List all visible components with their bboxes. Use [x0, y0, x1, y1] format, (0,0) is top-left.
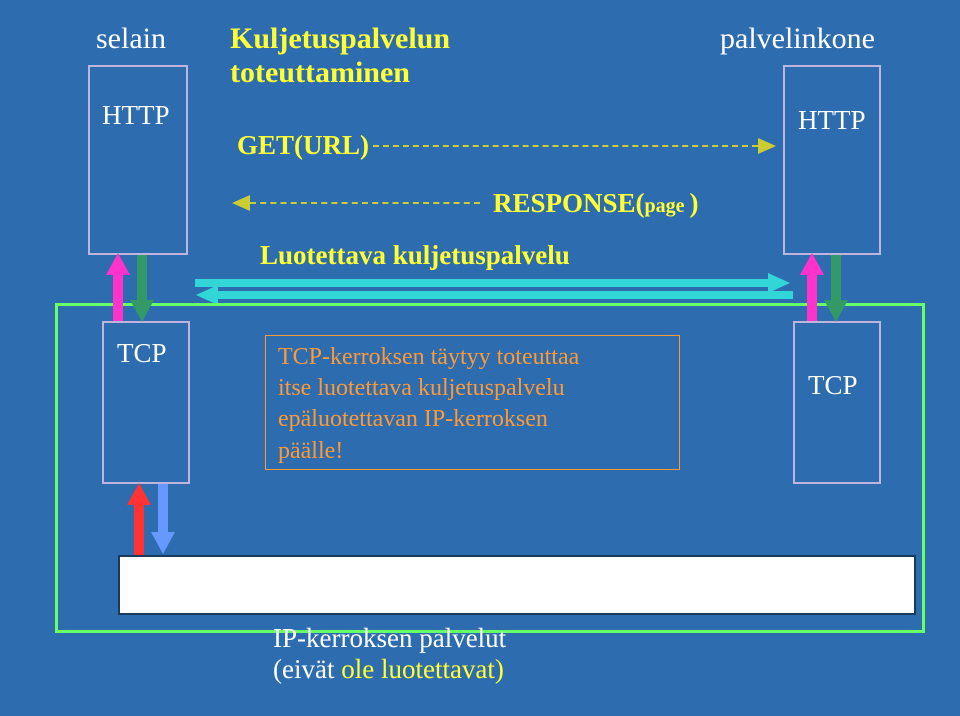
- annot-l1: TCP-kerroksen täytyy toteuttaa: [278, 342, 579, 373]
- fuchsia-up-head-2: [800, 253, 824, 275]
- response-label: RESPONSE(page ): [493, 188, 699, 219]
- response-sub: page: [645, 195, 690, 217]
- tcp-right-text: TCP: [808, 370, 858, 401]
- red-up-shaft: [134, 503, 144, 555]
- response-arrow-line: [250, 202, 480, 204]
- ip-l2: (eivät ole luotettavat): [273, 654, 506, 685]
- luot-arrow-2-head: [196, 285, 218, 305]
- palvelinkone-label: palvelinkone: [720, 22, 875, 56]
- green-down-head-2: [824, 300, 848, 322]
- luotettava-label: Luotettava kuljetuspalvelu: [260, 240, 570, 271]
- http-left-text: HTTP: [102, 100, 170, 131]
- annot-l2: itse luotettava kuljetuspalvelu: [278, 373, 579, 404]
- title-label: Kuljetuspalvelun toteuttaminen: [230, 22, 450, 90]
- response-arrow-head: [232, 195, 250, 211]
- blue-down-shaft: [158, 484, 168, 534]
- response-part1: RESPONSE(: [493, 188, 645, 218]
- luot-arrow-2: [218, 291, 793, 299]
- http-left-box: [88, 65, 188, 255]
- luot-arrow-1-head: [768, 273, 790, 293]
- green-down-shaft-2: [831, 255, 841, 302]
- selain-label: selain: [96, 22, 166, 56]
- luot-arrow-1: [195, 279, 770, 287]
- ip-text: IP-kerroksen palvelut (eivät ole luotett…: [273, 623, 506, 685]
- ip-l2b: ole luotettavat): [341, 654, 504, 684]
- blue-down-head: [151, 532, 175, 554]
- annot-text: TCP-kerroksen täytyy toteuttaa itse luot…: [278, 342, 579, 467]
- get-arrow-line: [373, 145, 758, 147]
- http-right-text: HTTP: [798, 105, 866, 136]
- tcp-right-box: [793, 321, 881, 484]
- fuchsia-up-shaft-2: [807, 273, 817, 321]
- ip-l1: IP-kerroksen palvelut: [273, 623, 506, 654]
- http-right-box: [783, 65, 881, 255]
- fuchsia-up-shaft-1: [113, 273, 123, 321]
- response-close: ): [690, 188, 699, 218]
- get-arrow-head: [758, 138, 776, 154]
- green-down-head-1: [130, 300, 154, 322]
- annot-l4: päälle!: [278, 436, 579, 467]
- ip-box: [118, 555, 916, 615]
- green-down-shaft-1: [137, 255, 147, 302]
- tcp-left-text: TCP: [117, 338, 167, 369]
- get-url-label: GET(URL): [237, 130, 369, 161]
- annot-l3: epäluotettavan IP-kerroksen: [278, 404, 579, 435]
- ip-l2a: (eivät: [273, 654, 341, 684]
- fuchsia-up-head-1: [106, 253, 130, 275]
- red-up-head: [127, 483, 151, 505]
